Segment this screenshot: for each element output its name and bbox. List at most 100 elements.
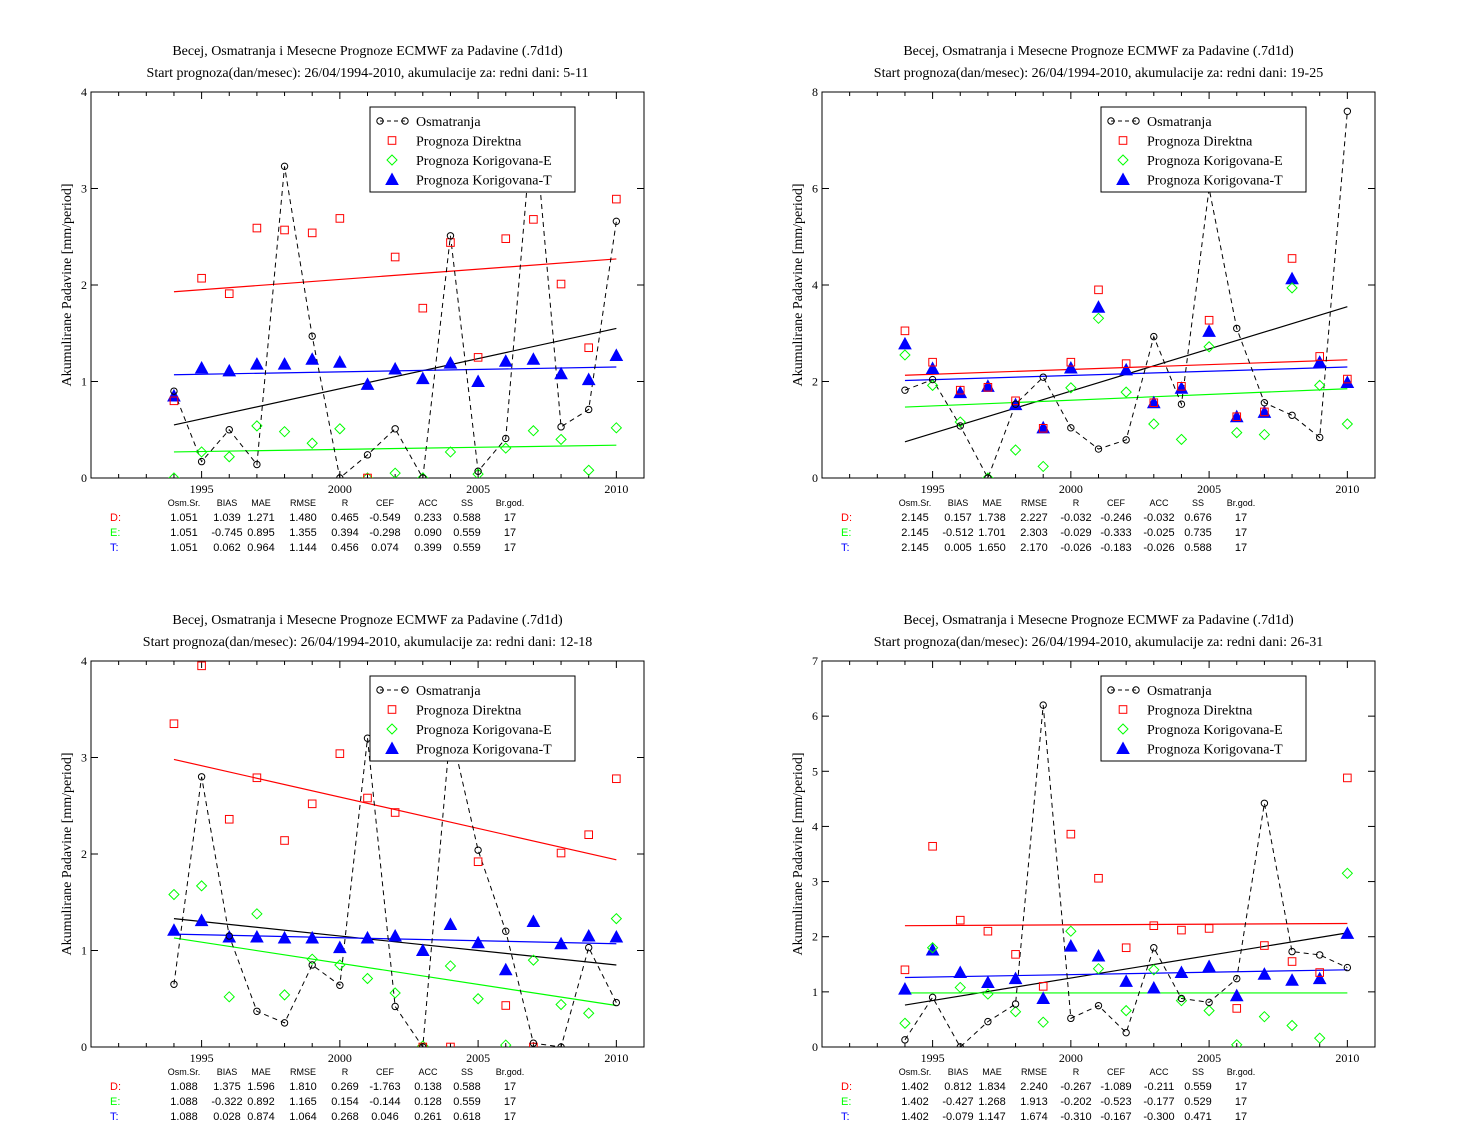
- legend-obs-marker: [1132, 686, 1140, 694]
- direct-point: [1204, 315, 1214, 325]
- stats-value: 1.402: [901, 1096, 929, 1108]
- direct-point: [584, 830, 594, 839]
- corr-t-point: [305, 352, 320, 365]
- y-tick-label: 4: [812, 278, 818, 292]
- legend-label: Prognoza Korigovana-T: [416, 174, 552, 189]
- stats-value: 0.456: [331, 542, 359, 554]
- corr-t-point: [277, 930, 292, 944]
- obs-point: [1260, 399, 1269, 407]
- corr-t-point: [443, 917, 458, 930]
- corr-t-point: [554, 366, 568, 380]
- corr-t-point: [609, 348, 624, 361]
- stats-value: 0.233: [414, 512, 442, 524]
- corr-t-point: [898, 336, 912, 350]
- x-tick-label: 2000: [328, 1051, 352, 1065]
- direct-point: [307, 228, 317, 238]
- obs-point: [391, 1002, 399, 1011]
- corr-e-point: [954, 981, 966, 994]
- obs-point: [585, 405, 593, 414]
- y-tick-label: 4: [812, 819, 818, 833]
- stats-value: 17: [1235, 1096, 1247, 1108]
- corr-e-point: [610, 422, 623, 434]
- obs-point: [446, 232, 455, 240]
- stats-value: 0.529: [1184, 1096, 1212, 1108]
- obs-point: [1316, 433, 1324, 442]
- direct-point: [955, 385, 965, 395]
- direct-point: [1066, 829, 1076, 839]
- y-tick-label: 6: [812, 709, 818, 723]
- stats-value: 1.271: [247, 512, 275, 524]
- corr-t-point: [1285, 271, 1299, 285]
- direct-point: [473, 857, 483, 867]
- stats-value: -0.549: [369, 512, 400, 524]
- stats-value: -0.298: [369, 527, 400, 539]
- obs-point: [1343, 963, 1352, 972]
- stats-header: RMSE: [290, 498, 316, 508]
- stats-header: Osm.Sr.: [899, 1067, 932, 1077]
- x-tick-label: 2010: [604, 1051, 628, 1065]
- stats-value: 0.588: [453, 1081, 481, 1093]
- y-axis-label: Akumulirane Padavine [mm/period]: [60, 753, 75, 956]
- corr-e-point: [195, 446, 208, 458]
- stats-value: 0.269: [331, 1081, 359, 1093]
- corr-e-point: [1231, 426, 1243, 439]
- obs-point: [901, 1036, 909, 1044]
- corr-e-point: [389, 467, 401, 478]
- corr-t-point: [415, 943, 430, 956]
- direct-point: [1149, 921, 1159, 930]
- legend-label: Prognoza Direktna: [1147, 135, 1253, 150]
- direct-point: [1343, 374, 1352, 384]
- y-tick-label: 0: [81, 1040, 87, 1054]
- stats-row-label: D:: [110, 1081, 121, 1093]
- stats-value: -0.333: [1100, 527, 1131, 539]
- corr-t-point: [415, 371, 430, 385]
- stats-row-label: E:: [110, 527, 120, 539]
- x-tick-label: 2010: [604, 482, 628, 496]
- plot-area: [167, 107, 624, 478]
- corr-e-point: [278, 425, 291, 438]
- legend-obs-marker: [1107, 117, 1115, 125]
- obs-series-line: [904, 111, 1348, 478]
- obs-point: [1067, 424, 1075, 432]
- stats-value: 1.051: [170, 527, 198, 539]
- corr-e-point: [223, 991, 235, 1003]
- stats-value: 0.559: [453, 527, 481, 539]
- corr-t-point: [981, 975, 995, 988]
- direct-point: [529, 215, 538, 224]
- obs-point: [419, 1043, 427, 1047]
- x-tick-label: 1995: [921, 1051, 945, 1065]
- corr-t-point: [443, 356, 458, 369]
- y-tick-label: 8: [812, 85, 818, 99]
- corr-e-point: [555, 998, 567, 1011]
- x-tick-label: 2005: [466, 1051, 490, 1065]
- legend-marker-2: [386, 154, 398, 166]
- legend-marker-2: [1117, 154, 1129, 166]
- legend-label: Prognoza Direktna: [416, 704, 522, 719]
- stats-value: 0.588: [453, 512, 481, 524]
- y-axis-label: Akumulirane Padavine [mm/period]: [791, 184, 806, 387]
- direct-point: [556, 848, 566, 858]
- direct-point: [584, 343, 594, 353]
- corr-t-point: [1036, 420, 1051, 434]
- obs-point: [901, 386, 909, 394]
- stats-row-label: T:: [110, 542, 119, 554]
- stats-value: 2.145: [901, 527, 929, 539]
- stats-value: 0.154: [331, 1096, 359, 1108]
- y-tick-label: 1: [812, 985, 818, 999]
- y-tick-label: 0: [812, 471, 818, 485]
- corr-e-point: [1313, 379, 1326, 392]
- stats-value: 0.471: [1184, 1111, 1212, 1123]
- corr-t-point: [1229, 988, 1244, 1002]
- obs-point: [308, 332, 316, 340]
- obs-point: [280, 1019, 289, 1027]
- x-tick-label: 2005: [1197, 482, 1221, 496]
- direct-point: [197, 273, 206, 283]
- stats-value: 1.810: [289, 1081, 317, 1093]
- corr-e-point: [555, 433, 567, 446]
- chart-subtitle: Start prognoza(dan/mesec): 26/04/1994-20…: [874, 635, 1323, 650]
- corr-t-trend-line: [904, 969, 1348, 979]
- legend-label: Prognoza Korigovana-E: [1147, 154, 1283, 169]
- stats-value: 0.138: [414, 1081, 442, 1093]
- stats-value: 2.145: [901, 542, 929, 554]
- direct-point: [363, 793, 372, 803]
